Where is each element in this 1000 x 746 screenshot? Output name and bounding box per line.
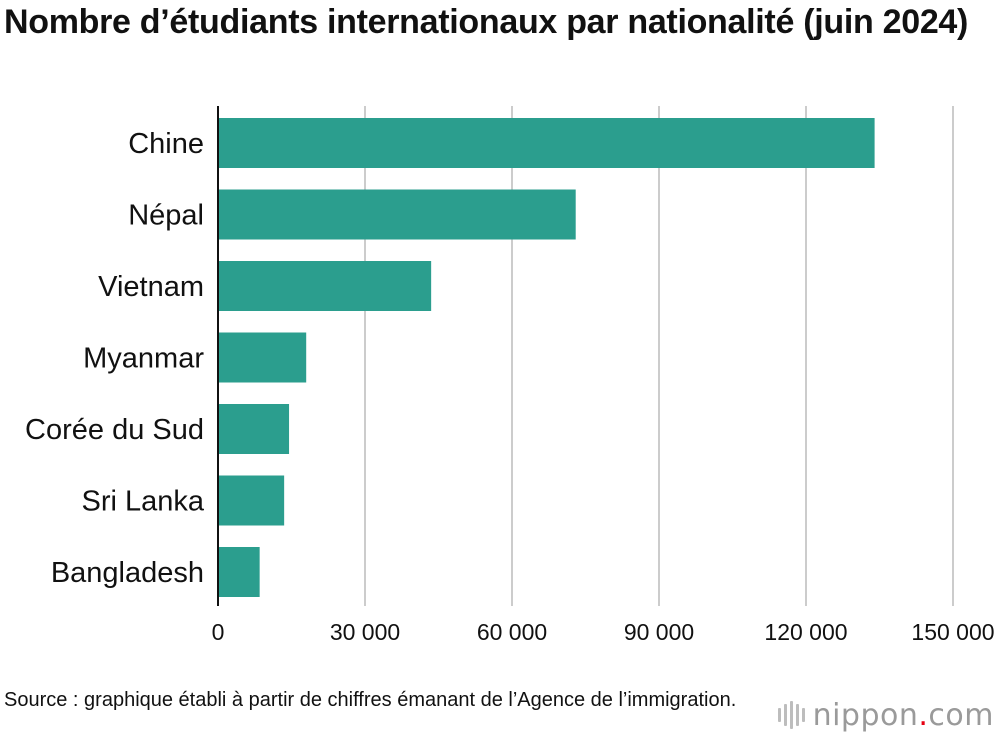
bar-6: [218, 547, 260, 597]
x-tick-label-3: 90 000: [624, 619, 694, 645]
category-label-5: Sri Lanka: [81, 486, 204, 518]
logo-bars-icon: [778, 701, 805, 729]
source-note: Source : graphique établi à partir de ch…: [4, 688, 764, 713]
bar-5: [218, 476, 284, 526]
category-label-6: Bangladesh: [51, 557, 204, 589]
x-tick-label-4: 120 000: [764, 619, 847, 645]
x-tick-label-1: 30 000: [330, 619, 400, 645]
x-tick-label-0: 0: [212, 619, 225, 645]
x-tick-label-5: 150 000: [911, 619, 994, 645]
bar-4: [218, 404, 289, 454]
nippon-logo: nippon.com: [778, 698, 994, 732]
bar-3: [218, 333, 306, 383]
bar-2: [218, 261, 431, 311]
category-label-4: Corée du Sud: [25, 414, 204, 446]
category-label-3: Myanmar: [83, 343, 204, 375]
x-tick-label-2: 60 000: [477, 619, 547, 645]
bar-0: [218, 118, 875, 168]
bar-1: [218, 190, 576, 240]
category-label-2: Vietnam: [98, 271, 204, 303]
category-label-1: Népal: [128, 200, 204, 232]
category-label-0: Chine: [128, 128, 204, 160]
logo-text: nippon.com: [813, 698, 994, 733]
